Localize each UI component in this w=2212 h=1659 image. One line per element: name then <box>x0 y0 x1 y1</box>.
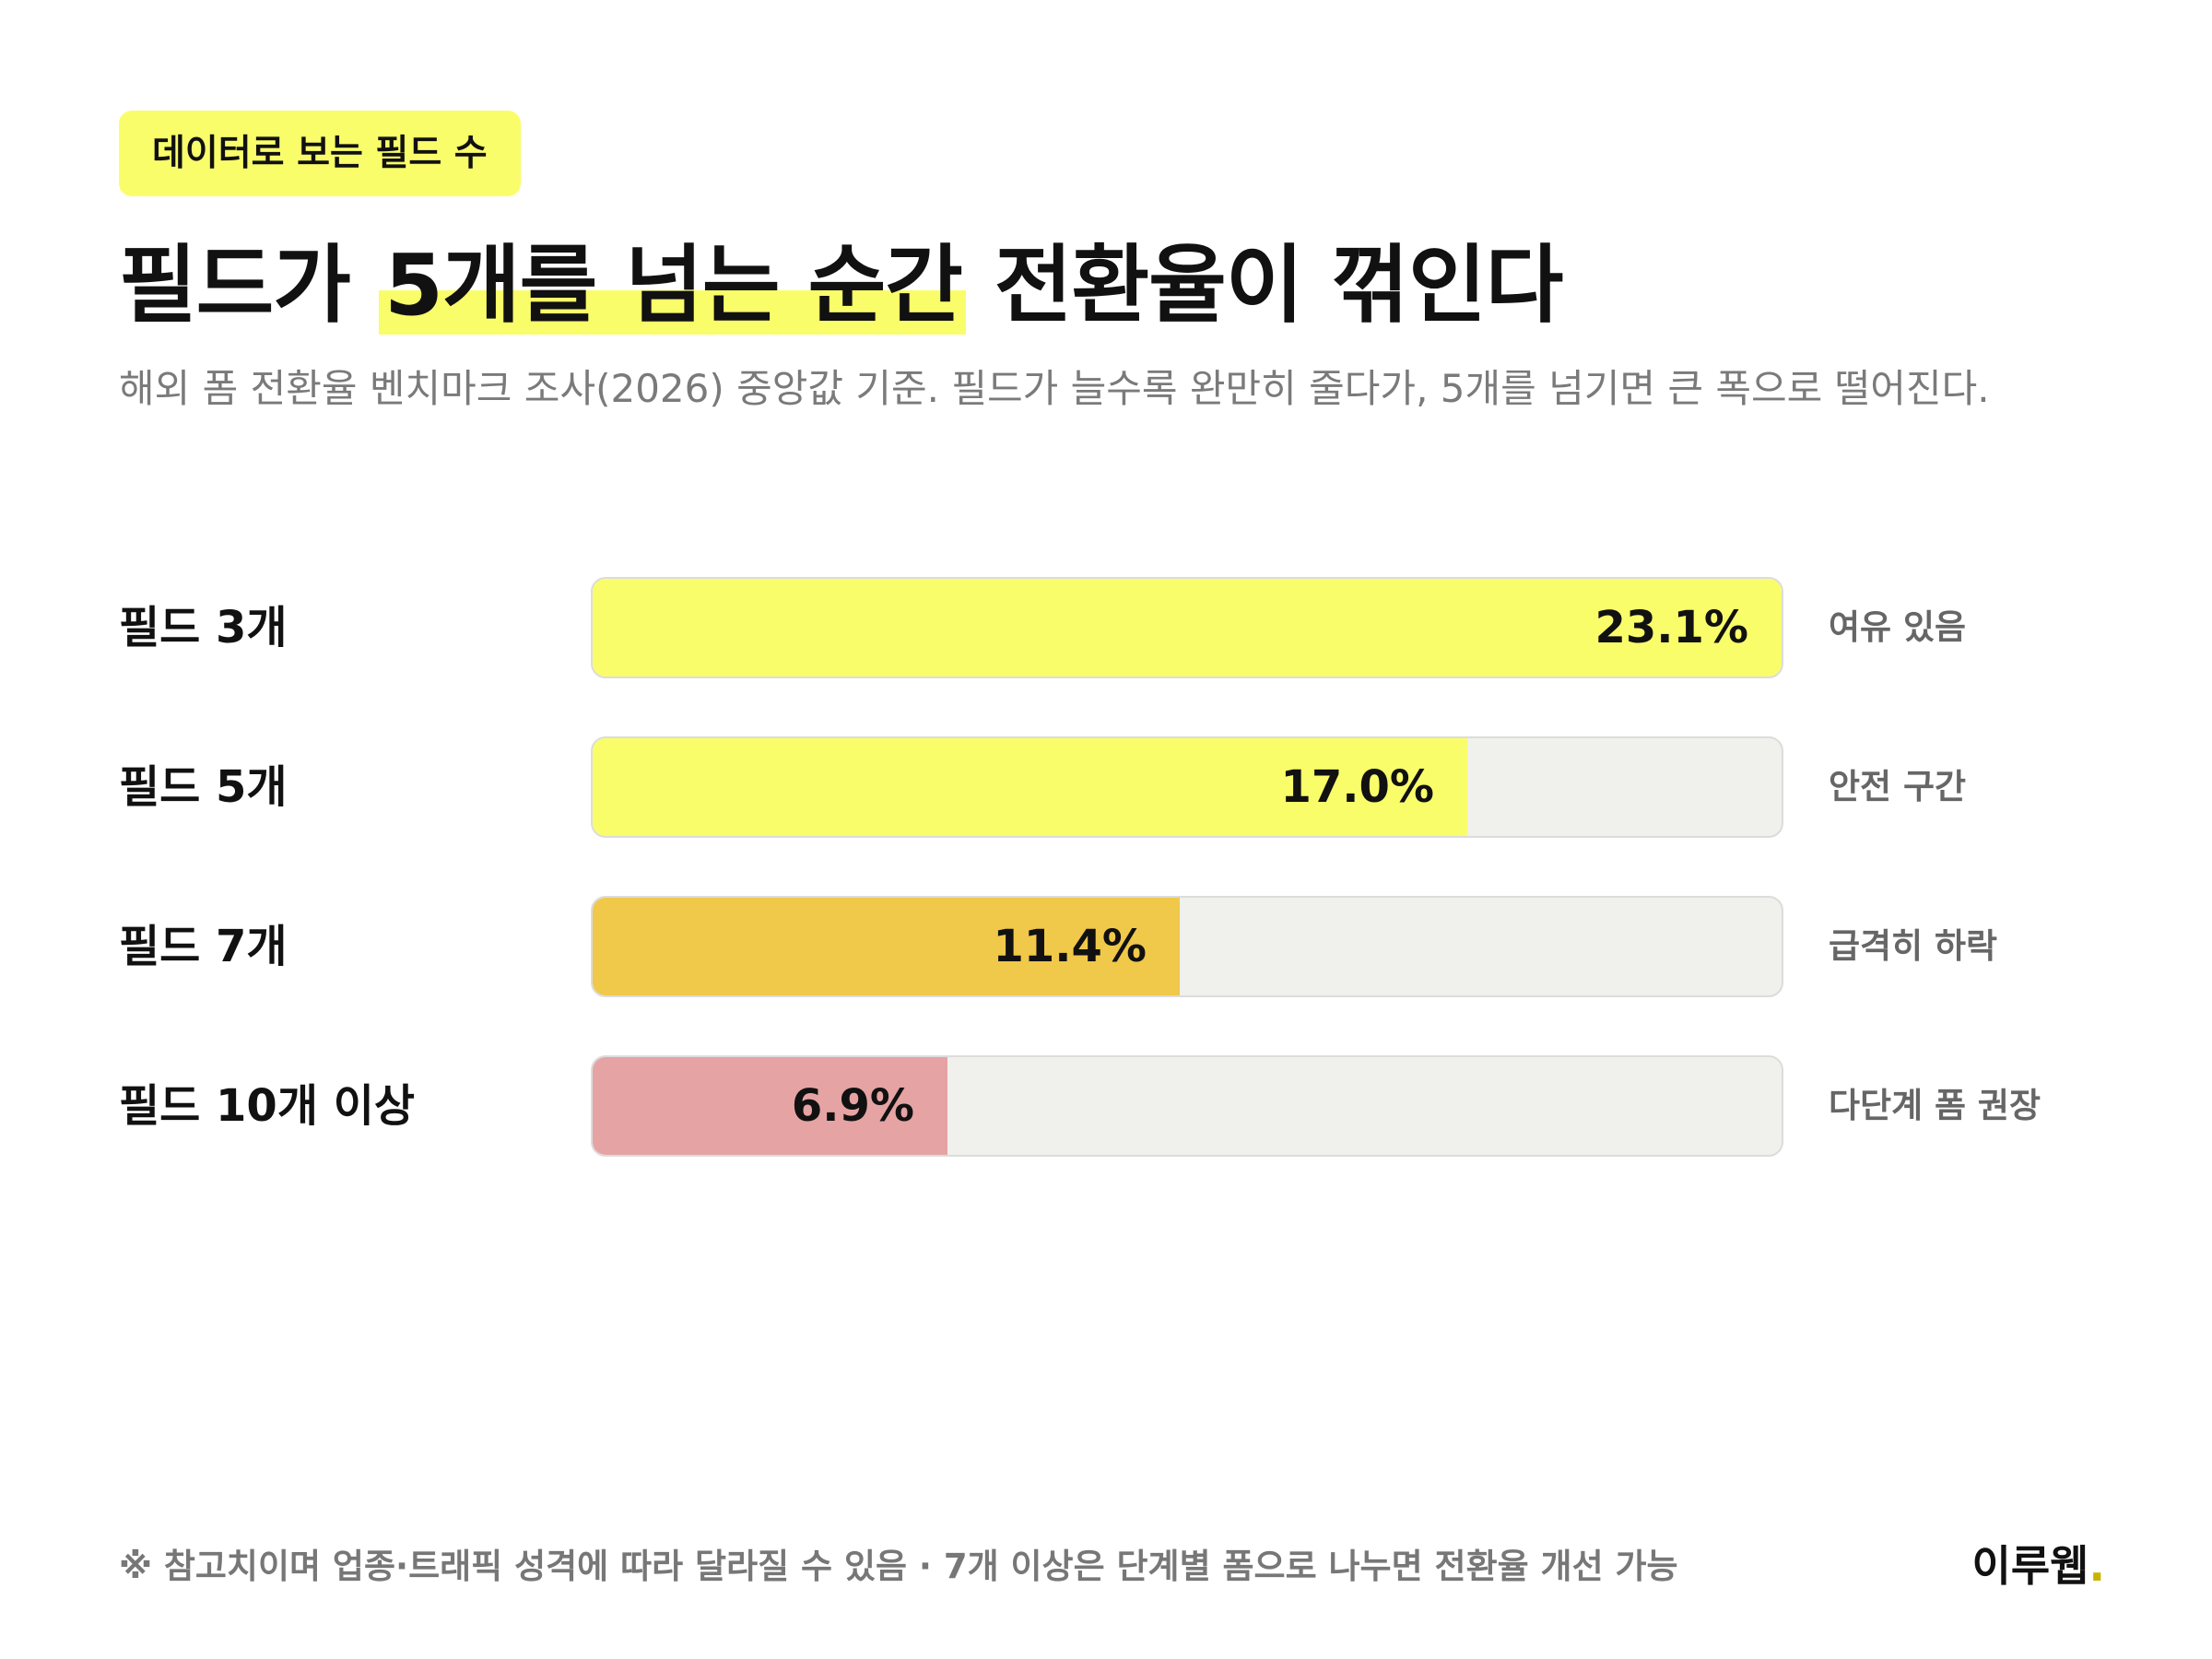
bar-track: 23.1% <box>591 577 1783 678</box>
brand-name: 이루웹 <box>1971 1541 2089 1591</box>
bar-note: 여유 있음 <box>1829 607 1967 647</box>
bar-category-label: 필드 5개 <box>119 761 288 813</box>
bar-note: 다단계 폼 권장 <box>1829 1086 2041 1125</box>
brand-dot: . <box>2088 1541 2105 1591</box>
title-pre: 필드가 <box>119 236 379 335</box>
bar: 23.1% <box>593 579 1782 677</box>
brand-logo: 이루웹. <box>1972 1535 2105 1596</box>
bar-note: 안전 구간 <box>1829 767 1967 806</box>
title-highlight: 5개를 넘는 순간 <box>378 236 966 335</box>
footnote: ※ 참고치이며 업종·트래픽 성격에 따라 달라질 수 있음 · 7개 이상은 … <box>119 1547 1678 1586</box>
bar-track: 11.4% <box>591 896 1783 997</box>
bar-value-label: 23.1% <box>1594 602 1748 653</box>
bar: 6.9% <box>593 1057 947 1155</box>
bar-category-label: 필드 10개 이상 <box>119 1080 416 1132</box>
bar-note: 급격히 하락 <box>1829 926 1998 966</box>
section-tag: 데이터로 보는 필드 수 <box>119 111 521 196</box>
page-subtitle: 해외 폼 전환율 벤치마크 조사(2026) 중앙값 기준. 필드가 늘수록 완… <box>119 366 1990 411</box>
bar: 11.4% <box>593 898 1180 995</box>
bar-value-label: 6.9% <box>791 1080 914 1132</box>
title-post: 전환율이 꺾인다 <box>965 236 1564 335</box>
bar-track: 6.9% <box>591 1055 1783 1157</box>
bar-value-label: 17.0% <box>1280 761 1434 813</box>
bar-category-label: 필드 7개 <box>119 921 288 972</box>
bar: 17.0% <box>593 738 1467 836</box>
bar-value-label: 11.4% <box>993 921 1147 972</box>
bar-category-label: 필드 3개 <box>119 602 288 653</box>
page-title: 필드가 5개를 넘는 순간 전환율이 꺾인다 <box>119 230 1564 341</box>
bar-track: 17.0% <box>591 736 1783 838</box>
